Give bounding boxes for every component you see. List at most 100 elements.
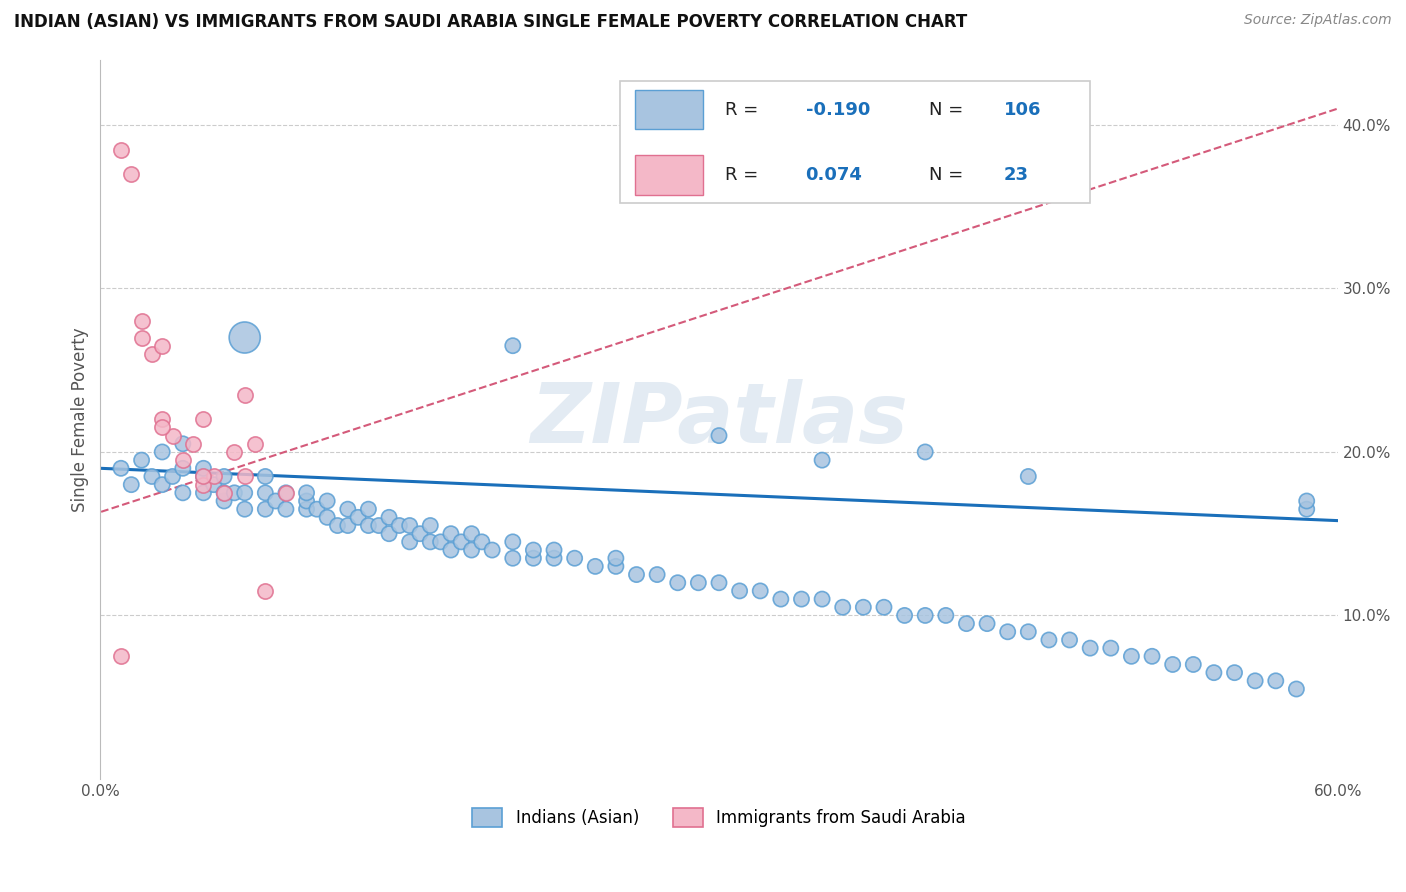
Point [233,469,256,483]
Point [120,477,142,491]
Point [1078,641,1101,656]
Point [1059,632,1081,647]
Point [471,534,494,549]
Point [141,347,163,361]
Point [831,600,853,615]
Point [347,510,370,524]
Text: R =: R = [725,166,758,184]
Point [357,502,380,516]
Point [935,608,957,623]
Point [1295,494,1317,508]
Point [605,559,627,574]
Point [193,469,215,483]
Point [305,502,328,516]
Point [254,502,277,516]
Point [502,339,524,353]
Point [1264,673,1286,688]
Point [1099,641,1122,656]
Point [233,330,256,344]
Point [419,518,441,533]
Point [522,543,544,558]
Point [336,502,359,516]
Point [193,469,215,483]
FancyBboxPatch shape [620,81,1090,203]
Point [522,551,544,566]
Point [193,477,215,491]
Point [172,461,194,475]
Point [450,534,472,549]
Point [150,339,173,353]
Point [688,575,710,590]
Point [162,428,184,442]
Point [212,485,235,500]
Point [233,388,256,402]
Text: Source: ZipAtlas.com: Source: ZipAtlas.com [1244,13,1392,28]
Text: 0.074: 0.074 [806,166,862,184]
Point [1244,673,1267,688]
Text: R =: R = [725,101,758,119]
Point [150,445,173,459]
Point [224,445,246,459]
Text: N =: N = [929,166,963,184]
Point [1295,502,1317,516]
Text: -0.190: -0.190 [806,101,870,119]
Point [295,494,318,508]
Point [110,143,132,157]
Point [172,437,194,451]
Point [316,510,339,524]
Point [1017,624,1039,639]
Point [481,543,503,558]
Point [1182,657,1205,672]
Point [274,485,297,500]
Point [233,485,256,500]
Point [367,518,389,533]
Point [150,477,173,491]
FancyBboxPatch shape [636,155,703,194]
Point [502,551,524,566]
Point [419,534,441,549]
Point [212,485,235,500]
Point [893,608,915,623]
Point [543,551,565,566]
Point [233,502,256,516]
Point [150,412,173,426]
Point [955,616,977,631]
Point [295,485,318,500]
Point [543,543,565,558]
Point [440,543,463,558]
Point [264,494,287,508]
Point [193,412,215,426]
Point [254,583,277,598]
Point [357,518,380,533]
Point [440,526,463,541]
Point [460,526,482,541]
Point [997,624,1019,639]
Point [790,592,813,607]
Point [326,518,349,533]
Point [193,461,215,475]
Point [1017,469,1039,483]
Text: INDIAN (ASIAN) VS IMMIGRANTS FROM SAUDI ARABIA SINGLE FEMALE POVERTY CORRELATION: INDIAN (ASIAN) VS IMMIGRANTS FROM SAUDI … [14,13,967,31]
Text: ZIPatlas: ZIPatlas [530,379,908,459]
Point [172,453,194,467]
Point [378,510,401,524]
Point [707,428,730,442]
Point [131,314,153,328]
Y-axis label: Single Female Poverty: Single Female Poverty [72,327,89,512]
Point [181,437,204,451]
Point [162,469,184,483]
Point [666,575,689,590]
Point [976,616,998,631]
Point [1285,681,1308,696]
Point [749,583,772,598]
Point [1223,665,1246,680]
Point [626,567,648,582]
Point [212,469,235,483]
Point [193,485,215,500]
Point [110,649,132,664]
Text: 106: 106 [1004,101,1040,119]
Point [202,469,225,483]
Point [811,453,834,467]
Point [1202,665,1225,680]
Point [202,477,225,491]
